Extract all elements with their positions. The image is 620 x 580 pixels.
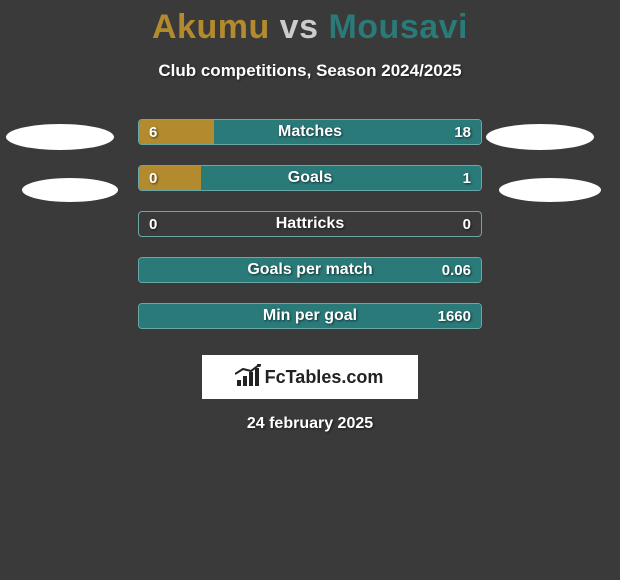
stat-value-left: 0 [139,166,167,190]
stat-value-left: 6 [139,120,167,144]
stat-value-left [139,304,159,328]
player1-name: Akumu [152,8,270,46]
stat-row: Hattricks0 0 [0,201,620,247]
chart-icon [237,368,259,386]
bar-right-fill [139,258,481,282]
decorative-ellipse [499,178,601,202]
stat-value-right: 1660 [428,304,481,328]
page-title: Akumu vs Mousavi [0,0,620,47]
stat-bar: Goals per match0.06 [138,257,482,283]
decorative-ellipse [6,124,114,150]
stat-value-right: 0.06 [432,258,481,282]
stat-value-right: 1 [453,166,481,190]
decorative-ellipse [22,178,118,202]
comparison-card: Akumu vs Mousavi Club competitions, Seas… [0,0,620,580]
stat-bar: Matches618 [138,119,482,145]
bar-right-fill [214,120,481,144]
stat-bar: Min per goal1660 [138,303,482,329]
stat-label: Hattricks [139,212,481,236]
date: 24 february 2025 [0,415,620,433]
stat-row: Goals per match0.06 [0,247,620,293]
stat-value-left [139,258,159,282]
vs-text: vs [280,8,319,46]
subtitle: Club competitions, Season 2024/2025 [0,61,620,81]
logo-box: FcTables.com [202,355,418,399]
stat-row: Min per goal1660 [0,293,620,339]
bar-right-fill [201,166,481,190]
stat-bar: Hattricks0 0 [138,211,482,237]
logo-text: FcTables.com [265,367,384,388]
stat-value-right: 18 [444,120,481,144]
stat-value-left: 0 [139,212,167,236]
decorative-ellipse [486,124,594,150]
stat-value-right: 0 [453,212,481,236]
stat-bar: Goals01 [138,165,482,191]
player2-name: Mousavi [328,8,468,46]
